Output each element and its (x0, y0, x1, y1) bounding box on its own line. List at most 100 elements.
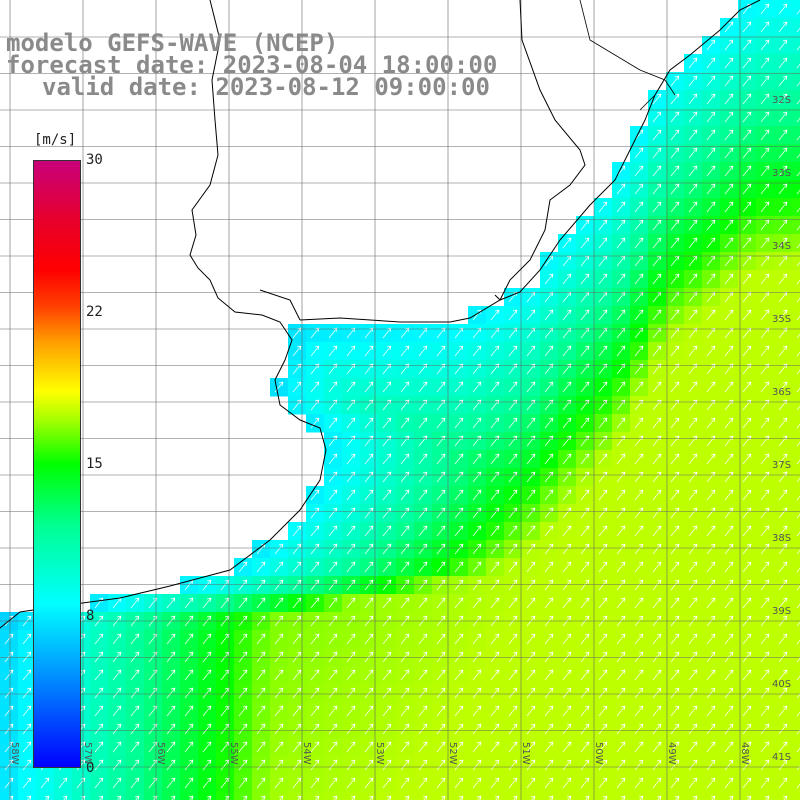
wind-arrow (418, 669, 428, 681)
wind-cell (774, 162, 793, 181)
wind-arrow (202, 741, 212, 753)
wind-cell (324, 486, 343, 505)
wind-cell (558, 396, 577, 415)
wind-cell (576, 306, 595, 325)
wind-arrow (778, 471, 788, 483)
wind-cell (468, 378, 487, 397)
wind-arrow (472, 669, 482, 681)
wind-arrow (292, 777, 302, 789)
wind-cell (504, 576, 523, 595)
wind-arrow (638, 795, 644, 800)
wind-arrow (724, 669, 734, 681)
wind-cell (252, 720, 271, 739)
wind-arrow (454, 381, 464, 393)
wind-cell (288, 324, 307, 343)
wind-cell (774, 378, 793, 397)
wind-arrow (616, 543, 626, 555)
wind-arrow (652, 669, 662, 681)
wind-arrow (652, 93, 662, 105)
wind-arrow (602, 795, 608, 800)
wind-cell (792, 18, 800, 37)
wind-cell (342, 486, 361, 505)
wind-cell (612, 162, 631, 181)
wind-cell (558, 666, 577, 685)
colorbar-tick-30: 30 (86, 152, 103, 168)
wind-arrow (418, 453, 428, 465)
wind-cell (720, 504, 739, 523)
wind-arrow (256, 741, 266, 753)
wind-arrow (562, 597, 572, 609)
wind-arrow (796, 729, 800, 735)
wind-arrow (436, 759, 446, 771)
wind-cell (342, 630, 361, 649)
wind-cell (792, 540, 800, 559)
wind-arrow (472, 381, 482, 393)
wind-arrow (544, 777, 554, 789)
wind-arrow (310, 759, 320, 771)
wind-arrow (778, 453, 788, 465)
wind-arrow (472, 777, 482, 789)
wind-arrow (526, 687, 536, 699)
wind-cell (702, 594, 721, 613)
wind-cell (612, 756, 631, 775)
wind-cell (756, 414, 775, 433)
wind-arrow (598, 525, 608, 537)
wind-cell (630, 234, 649, 253)
wind-arrow (742, 453, 752, 465)
wind-arrow (130, 597, 140, 609)
wind-cell (738, 504, 757, 523)
wind-arrow (796, 225, 800, 231)
wind-arrow (436, 381, 446, 393)
wind-cell (306, 558, 325, 577)
wind-cell (378, 720, 397, 739)
wind-cell (504, 486, 523, 505)
wind-arrow (454, 651, 464, 663)
wind-arrow (580, 345, 590, 357)
wind-arrow (130, 687, 140, 699)
wind-cell (504, 450, 523, 469)
wind-cell (180, 756, 199, 775)
wind-cell (666, 756, 685, 775)
wind-cell (702, 666, 721, 685)
wind-arrow (310, 669, 320, 681)
wind-cell (720, 288, 739, 307)
wind-cell (540, 342, 559, 361)
wind-cell (162, 594, 181, 613)
wind-cell (792, 144, 800, 163)
wind-arrow (742, 219, 752, 231)
wind-arrow (166, 687, 176, 699)
wind-cell (414, 630, 433, 649)
wind-cell (774, 396, 793, 415)
wind-arrow (562, 561, 572, 573)
wind-cell (378, 468, 397, 487)
wind-arrow (652, 579, 662, 591)
wind-cell (306, 738, 325, 757)
wind-arrow (508, 381, 518, 393)
wind-cell (432, 720, 451, 739)
wind-cell (468, 306, 487, 325)
wind-cell (774, 756, 793, 775)
wind-arrow (778, 435, 788, 447)
wind-cell (756, 360, 775, 379)
wind-arrow (256, 705, 266, 717)
wind-arrow (580, 669, 590, 681)
wind-cell (720, 576, 739, 595)
wind-cell (450, 594, 469, 613)
wind-cell (576, 270, 595, 289)
wind-arrow (346, 561, 356, 573)
wind-cell (612, 486, 631, 505)
wind-cell (468, 774, 487, 793)
wind-arrow (436, 687, 446, 699)
wind-cell (666, 720, 685, 739)
wind-arrow (418, 435, 428, 447)
wind-arrow (310, 489, 320, 501)
wind-arrow (472, 471, 482, 483)
wind-cell (738, 162, 757, 181)
wind-cell (738, 558, 757, 577)
wind-arrow (634, 165, 644, 177)
wind-cell (684, 144, 703, 163)
wind-cell (774, 180, 793, 199)
wind-arrow (688, 597, 698, 609)
wind-cell (576, 720, 595, 739)
wind-arrow (634, 489, 644, 501)
